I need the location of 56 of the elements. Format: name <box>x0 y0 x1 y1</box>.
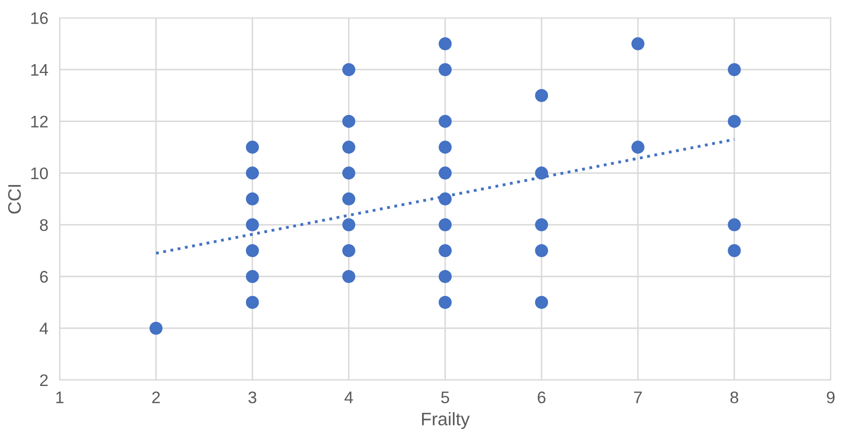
x-tick-label: 7 <box>634 392 642 404</box>
point <box>631 140 644 154</box>
point <box>438 37 452 50</box>
point <box>246 192 259 206</box>
x-tick-label: 5 <box>441 392 450 404</box>
y-tick-label: 14 <box>31 64 48 76</box>
point <box>631 37 644 50</box>
y-tick-label: 4 <box>40 322 48 334</box>
point <box>728 244 741 258</box>
point <box>438 244 452 258</box>
y-axis-title: CCI <box>8 185 21 214</box>
point <box>342 63 356 76</box>
point <box>535 218 548 232</box>
point <box>342 218 356 232</box>
x-tick-label: 2 <box>152 392 160 404</box>
point <box>246 218 259 232</box>
point <box>535 88 548 102</box>
point <box>535 166 548 180</box>
y-tick-label: 2 <box>40 374 48 386</box>
y-tick-label: 8 <box>40 219 48 231</box>
point <box>728 218 741 232</box>
x-axis-title: Frailty <box>422 412 470 429</box>
x-tick-label: 6 <box>538 392 546 404</box>
point <box>246 296 259 309</box>
point <box>535 296 548 309</box>
y-tick-label: 16 <box>31 12 48 24</box>
point <box>535 244 548 258</box>
x-tick-label: 9 <box>826 392 835 404</box>
point <box>728 114 741 128</box>
point <box>246 244 259 258</box>
point <box>342 192 356 206</box>
point <box>438 140 452 154</box>
point <box>246 166 259 180</box>
point <box>342 166 356 180</box>
x-tick-label: 8 <box>730 392 738 404</box>
point <box>246 270 259 284</box>
point <box>438 270 452 284</box>
y-tick-label: 6 <box>40 270 48 283</box>
point <box>342 244 356 258</box>
point <box>728 63 741 76</box>
point <box>438 192 452 206</box>
point <box>246 140 259 154</box>
point <box>438 166 452 180</box>
point <box>342 114 356 128</box>
y-tick-label: 10 <box>31 167 48 180</box>
x-tick-label: 1 <box>56 392 64 404</box>
point <box>342 270 356 284</box>
point <box>438 63 452 76</box>
x-tick-label: 4 <box>344 392 353 404</box>
point <box>150 322 163 335</box>
point <box>342 140 356 154</box>
y-tick-label: 12 <box>31 116 48 128</box>
point <box>438 218 452 232</box>
point <box>438 296 452 309</box>
point <box>438 114 452 128</box>
x-tick-label: 3 <box>248 392 256 404</box>
